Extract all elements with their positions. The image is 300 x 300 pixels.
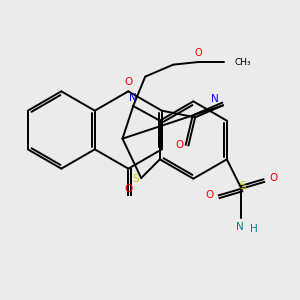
Text: O: O [195, 48, 202, 58]
Text: H: H [250, 224, 257, 234]
Text: O: O [124, 184, 132, 194]
Text: N: N [211, 94, 219, 104]
Text: N: N [236, 222, 244, 232]
Text: O: O [124, 77, 132, 87]
Text: CH₃: CH₃ [235, 58, 251, 67]
Text: O: O [269, 173, 278, 183]
Text: N: N [129, 93, 136, 103]
Text: S: S [239, 181, 246, 191]
Text: O: O [206, 190, 214, 200]
Text: S: S [133, 174, 139, 184]
Text: O: O [175, 140, 183, 150]
